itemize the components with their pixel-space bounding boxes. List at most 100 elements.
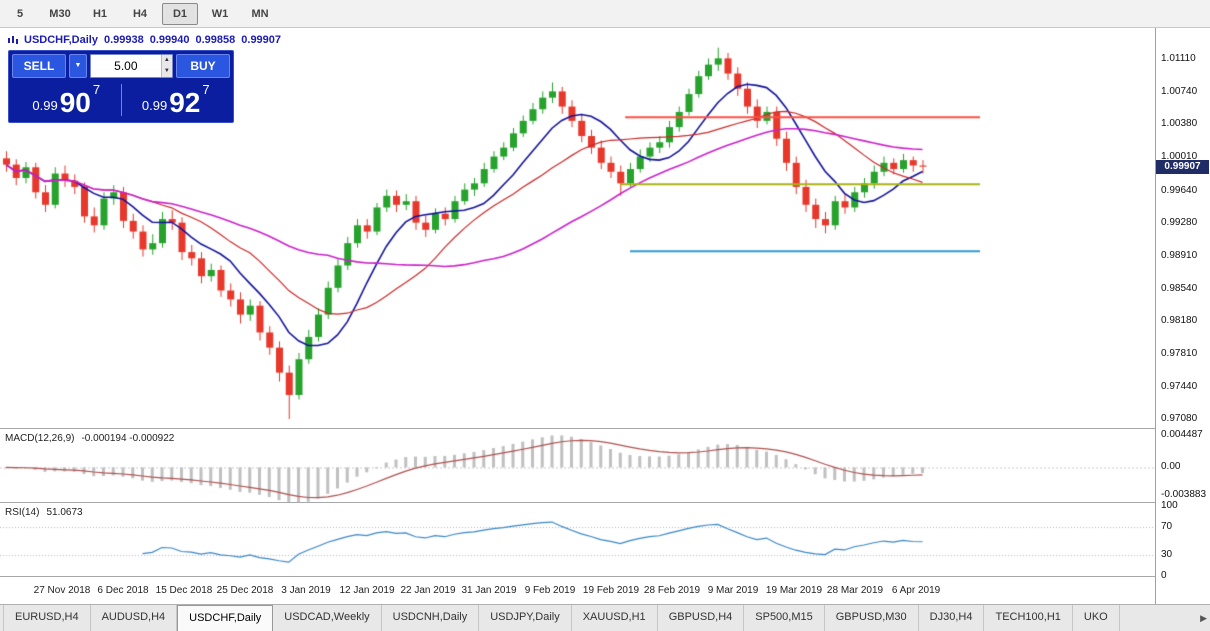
rsi-scale-tick: 30: [1161, 549, 1173, 560]
timeframe-toolbar: 5 M30 H1 H4 D1 W1 MN: [0, 0, 1210, 28]
date-axis[interactable]: 27 Nov 2018 6 Dec 2018 15 Dec 2018 25 Dec 2…: [0, 578, 1155, 604]
volume-box: ▲ ▼: [90, 54, 173, 78]
date-label: 22 Jan 2019: [400, 585, 456, 596]
price-scale-tick: 0.98180: [1161, 314, 1198, 326]
trade-controls-row: SELL ▼ ▲ ▼ BUY: [12, 54, 230, 78]
date-label: 9 Feb 2019: [524, 585, 576, 596]
timeframe-button-m30[interactable]: M30: [49, 8, 71, 20]
trade-prices-row: 0.99 90 7 0.99 92 7: [12, 81, 230, 119]
chart-tab-tech100-h1[interactable]: TECH100,H1: [984, 605, 1073, 631]
date-label: 19 Mar 2019: [765, 585, 823, 596]
date-label: 27 Nov 2018: [33, 585, 91, 596]
buy-button[interactable]: BUY: [176, 54, 230, 78]
macd-label: MACD(12,26,9) -0.000194 -0.000922: [5, 433, 174, 444]
sell-price-point: 7: [92, 82, 101, 97]
chart-tab-eurusd-h4[interactable]: EURUSD,H4: [3, 605, 91, 631]
macd-indicator-values: -0.000194 -0.000922: [81, 433, 175, 444]
date-label: 9 Mar 2019: [707, 585, 759, 596]
sell-price-prefix: 0.99: [32, 98, 58, 113]
sell-button[interactable]: SELL: [12, 54, 66, 78]
price-scale-tick: 0.98910: [1161, 249, 1198, 261]
pane-separator[interactable]: [0, 428, 1210, 429]
timeframe-bar: 5 M30 H1 H4 D1 W1 MN: [0, 0, 1210, 25]
timeframe-button-mn[interactable]: MN: [251, 8, 269, 20]
price-scale-tick: 0.99640: [1161, 184, 1198, 196]
rsi-scale-tick: 70: [1161, 521, 1173, 532]
trade-options-dropdown[interactable]: ▼: [69, 54, 87, 78]
date-label: 12 Jan 2019: [339, 585, 395, 596]
buy-price[interactable]: 0.99 92 7: [122, 81, 231, 119]
price-scale-tick: 1.01110: [1161, 53, 1196, 65]
chart-tab-sp500-m15[interactable]: SP500,M15: [744, 605, 825, 631]
one-click-trade-panel: SELL ▼ ▲ ▼ BUY 0.99 90 7: [8, 50, 234, 123]
chart-tab-gbpusd-m30[interactable]: GBPUSD,M30: [825, 605, 919, 631]
chart-tab-gbpusd-h4[interactable]: GBPUSD,H4: [658, 605, 745, 631]
price-scale[interactable]: 0.99907 1.01110 1.00740 1.00380 1.00010 0.99…: [1155, 28, 1210, 604]
rsi-indicator-name: RSI(14): [5, 507, 40, 518]
date-label: 15 Dec 2018: [155, 585, 213, 596]
date-label: 28 Mar 2019: [826, 585, 884, 596]
timeframe-button-5[interactable]: 5: [16, 8, 24, 20]
date-label: 19 Feb 2019: [582, 585, 640, 596]
price-scale-tick: 1.00010: [1161, 151, 1198, 163]
date-label: 31 Jan 2019: [461, 585, 517, 596]
price-scale-tick: 0.98540: [1161, 282, 1198, 294]
rsi-scale-tick: 100: [1161, 500, 1178, 511]
volume-decrease-button[interactable]: ▼: [161, 66, 172, 77]
timeframe-button-w1[interactable]: W1: [211, 8, 229, 20]
chart-tab-audusd-h4[interactable]: AUDUSD,H4: [91, 605, 178, 631]
buy-price-pips: 92: [169, 87, 201, 118]
chart-symbol-label: USDCHF,Daily: [24, 34, 98, 46]
rsi-label: RSI(14) 51.0673: [5, 507, 83, 518]
timeframe-button-h4[interactable]: H4: [132, 8, 148, 20]
sell-price-pips: 90: [59, 87, 91, 118]
volume-stepper: ▲ ▼: [160, 55, 172, 77]
timeframe-button-h1[interactable]: H1: [92, 8, 108, 20]
macd-scale-tick: 0.004487: [1161, 429, 1203, 441]
buy-price-prefix: 0.99: [141, 98, 168, 113]
volume-increase-button[interactable]: ▲: [161, 55, 172, 66]
rsi-scale-tick: 0: [1161, 570, 1167, 581]
chart-low-value: 0.99858: [195, 34, 236, 46]
sell-price[interactable]: 0.99 90 7: [12, 81, 121, 119]
price-scale-tick: 0.99280: [1161, 216, 1198, 228]
chart-open-value: 0.99938: [103, 34, 144, 46]
chart-high-value: 0.99940: [149, 34, 190, 46]
buy-price-point: 7: [202, 82, 210, 97]
date-label: 25 Dec 2018: [216, 585, 274, 596]
rsi-indicator-value: 51.0673: [46, 507, 83, 518]
volume-input[interactable]: [91, 55, 161, 77]
chart-tab-usdcnh-daily[interactable]: USDCNH,Daily: [382, 605, 480, 631]
price-scale-tick: 1.00740: [1161, 86, 1198, 98]
rsi-canvas[interactable]: [0, 504, 1155, 576]
current-price-badge: 0.99907: [1156, 159, 1209, 174]
date-label: 6 Apr 2019: [891, 585, 941, 596]
timeframe-button-d1[interactable]: D1: [162, 3, 198, 25]
price-scale-tick: 1.00380: [1161, 118, 1198, 130]
price-scale-tick: 0.97080: [1161, 413, 1198, 425]
tab-scroll-right-button[interactable]: ▶: [1200, 613, 1207, 623]
chart-tab-usdchf-daily[interactable]: USDCHF,Daily: [177, 605, 274, 631]
macd-indicator-name: MACD(12,26,9): [5, 433, 75, 444]
macd-canvas[interactable]: [0, 430, 1155, 502]
chart-tab-dj30-h4[interactable]: DJ30,H4: [919, 605, 985, 631]
date-label: 28 Feb 2019: [643, 585, 701, 596]
price-scale-tick: 0.97810: [1161, 347, 1198, 359]
pane-separator[interactable]: [0, 502, 1210, 503]
date-label: 6 Dec 2018: [97, 585, 149, 596]
chart-tab-usdjpy-daily[interactable]: USDJPY,Daily: [479, 605, 572, 631]
chart-region: USDCHF,Daily 0.99938 0.99940 0.99858 0.9…: [0, 28, 1210, 604]
pane-separator[interactable]: [0, 576, 1210, 577]
chart-tab-uko[interactable]: UKO: [1073, 605, 1120, 631]
macd-scale-tick: 0.00: [1161, 461, 1181, 473]
price-scale-tick: 0.97440: [1161, 380, 1198, 392]
chart-tab-usdcad-weekly[interactable]: USDCAD,Weekly: [273, 605, 382, 631]
price-divider: [120, 84, 122, 116]
chart-header: USDCHF,Daily 0.99938 0.99940 0.99858 0.9…: [8, 34, 281, 46]
date-label: 3 Jan 2019: [281, 585, 331, 596]
chart-tab-xauusd-h1[interactable]: XAUUSD,H1: [572, 605, 658, 631]
chart-icon: [8, 36, 18, 44]
chart-close-value: 0.99907: [241, 34, 282, 46]
chart-tab-bar: EURUSD,H4 AUDUSD,H4 USDCHF,Daily USDCAD,Wee…: [0, 604, 1210, 631]
